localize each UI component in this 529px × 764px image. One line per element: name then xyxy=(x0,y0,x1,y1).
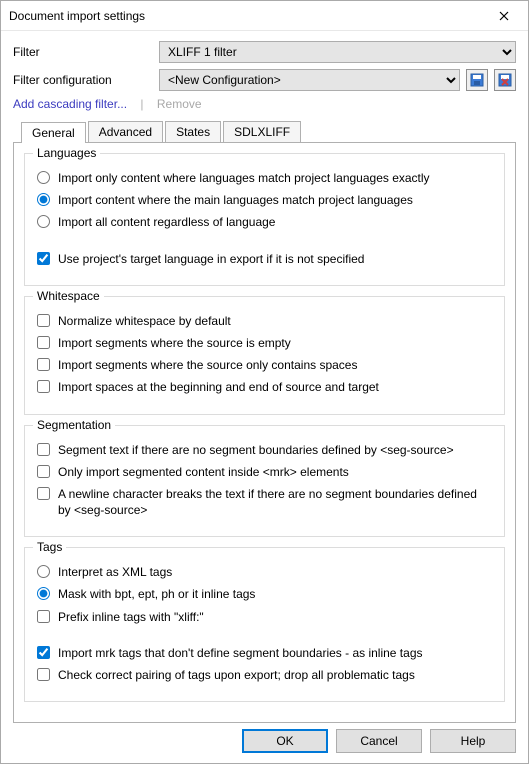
lang-radio-1-label: Import only content where languages matc… xyxy=(58,170,492,186)
tab-advanced[interactable]: Advanced xyxy=(88,121,163,142)
close-button[interactable] xyxy=(488,4,520,28)
tags-checkbox-1-label: Prefix inline tags with "xliff:" xyxy=(58,609,492,625)
group-segmentation-title: Segmentation xyxy=(33,418,115,432)
group-whitespace: Whitespace Normalize whitespace by defau… xyxy=(24,296,505,415)
window-title: Document import settings xyxy=(9,9,488,23)
ws-checkbox-4[interactable] xyxy=(37,380,50,393)
seg-checkbox-1[interactable] xyxy=(37,443,50,456)
lang-radio-1[interactable] xyxy=(37,171,50,184)
seg-checkbox-2[interactable] xyxy=(37,465,50,478)
delete-config-button[interactable] xyxy=(494,69,516,91)
group-languages-title: Languages xyxy=(33,146,100,160)
group-tags: Tags Interpret as XML tags Mask with bpt… xyxy=(24,547,505,702)
tags-radio-1[interactable] xyxy=(37,565,50,578)
lang-opt-2: Import content where the main languages … xyxy=(37,192,492,208)
tags-opt-c2: Import mrk tags that don't define segmen… xyxy=(37,645,492,661)
ws-checkbox-3-label: Import segments where the source only co… xyxy=(58,357,492,373)
seg-checkbox-2-label: Only import segmented content inside <mr… xyxy=(58,464,492,480)
tags-radio-2[interactable] xyxy=(37,587,50,600)
titlebar: Document import settings xyxy=(1,1,528,31)
filter-config-select[interactable]: <New Configuration> xyxy=(159,69,460,91)
tags-opt-r1: Interpret as XML tags xyxy=(37,564,492,580)
seg-checkbox-3[interactable] xyxy=(37,487,50,500)
separator: | xyxy=(140,97,143,111)
ws-opt-1: Normalize whitespace by default xyxy=(37,313,492,329)
ws-checkbox-3[interactable] xyxy=(37,358,50,371)
tags-radio-2-label: Mask with bpt, ept, ph or it inline tags xyxy=(58,586,492,602)
group-segmentation: Segmentation Segment text if there are n… xyxy=(24,425,505,538)
lang-check-1: Use project's target language in export … xyxy=(37,251,492,267)
filter-config-row: Filter configuration <New Configuration> xyxy=(13,69,516,91)
tags-opt-c1: Prefix inline tags with "xliff:" xyxy=(37,609,492,625)
ws-checkbox-1-label: Normalize whitespace by default xyxy=(58,313,492,329)
group-languages: Languages Import only content where lang… xyxy=(24,153,505,286)
tags-checkbox-2-label: Import mrk tags that don't define segmen… xyxy=(58,645,492,661)
tags-checkbox-2[interactable] xyxy=(37,646,50,659)
filter-config-label: Filter configuration xyxy=(13,73,153,87)
lang-opt-1: Import only content where languages matc… xyxy=(37,170,492,186)
tab-states[interactable]: States xyxy=(165,121,221,142)
lang-opt-3: Import all content regardless of languag… xyxy=(37,214,492,230)
filter-row: Filter XLIFF 1 filter xyxy=(13,41,516,63)
ws-checkbox-1[interactable] xyxy=(37,314,50,327)
tab-strip: General Advanced States SDLXLIFF xyxy=(21,121,516,142)
group-whitespace-title: Whitespace xyxy=(33,289,104,303)
lang-radio-2-label: Import content where the main languages … xyxy=(58,192,492,208)
floppy-icon xyxy=(470,73,484,87)
seg-checkbox-3-label: A newline character breaks the text if t… xyxy=(58,486,492,518)
seg-opt-3: A newline character breaks the text if t… xyxy=(37,486,492,518)
ws-checkbox-2[interactable] xyxy=(37,336,50,349)
group-tags-title: Tags xyxy=(33,540,66,554)
ws-opt-2: Import segments where the source is empt… xyxy=(37,335,492,351)
tab-general[interactable]: General xyxy=(21,122,86,143)
tab-panel-general: Languages Import only content where lang… xyxy=(13,142,516,723)
filter-label: Filter xyxy=(13,45,153,59)
lang-radio-2[interactable] xyxy=(37,193,50,206)
content-area: Filter XLIFF 1 filter Filter configurati… xyxy=(1,31,528,733)
lang-radio-3[interactable] xyxy=(37,215,50,228)
help-button[interactable]: Help xyxy=(430,729,516,753)
ws-opt-4: Import spaces at the beginning and end o… xyxy=(37,379,492,395)
cancel-button[interactable]: Cancel xyxy=(336,729,422,753)
remove-link: Remove xyxy=(157,97,202,111)
tags-radio-1-label: Interpret as XML tags xyxy=(58,564,492,580)
close-icon xyxy=(499,11,509,21)
dialog-buttons: OK Cancel Help xyxy=(242,729,516,753)
tags-opt-c3: Check correct pairing of tags upon expor… xyxy=(37,667,492,683)
lang-checkbox-1-label: Use project's target language in export … xyxy=(58,251,492,267)
lang-checkbox-1[interactable] xyxy=(37,252,50,265)
cascading-filter-row: Add cascading filter... | Remove xyxy=(13,97,516,111)
filter-select[interactable]: XLIFF 1 filter xyxy=(159,41,516,63)
ws-checkbox-2-label: Import segments where the source is empt… xyxy=(58,335,492,351)
seg-opt-1: Segment text if there are no segment bou… xyxy=(37,442,492,458)
tags-opt-r2: Mask with bpt, ept, ph or it inline tags xyxy=(37,586,492,602)
add-cascading-link[interactable]: Add cascading filter... xyxy=(13,97,127,111)
lang-radio-3-label: Import all content regardless of languag… xyxy=(58,214,492,230)
save-config-button[interactable] xyxy=(466,69,488,91)
seg-checkbox-1-label: Segment text if there are no segment bou… xyxy=(58,442,492,458)
tags-checkbox-1[interactable] xyxy=(37,610,50,623)
ok-button[interactable]: OK xyxy=(242,729,328,753)
tab-sdlxliff[interactable]: SDLXLIFF xyxy=(223,121,301,142)
floppy-delete-icon xyxy=(498,73,512,87)
ws-opt-3: Import segments where the source only co… xyxy=(37,357,492,373)
ws-checkbox-4-label: Import spaces at the beginning and end o… xyxy=(58,379,492,395)
seg-opt-2: Only import segmented content inside <mr… xyxy=(37,464,492,480)
tags-checkbox-3-label: Check correct pairing of tags upon expor… xyxy=(58,667,492,683)
tags-checkbox-3[interactable] xyxy=(37,668,50,681)
